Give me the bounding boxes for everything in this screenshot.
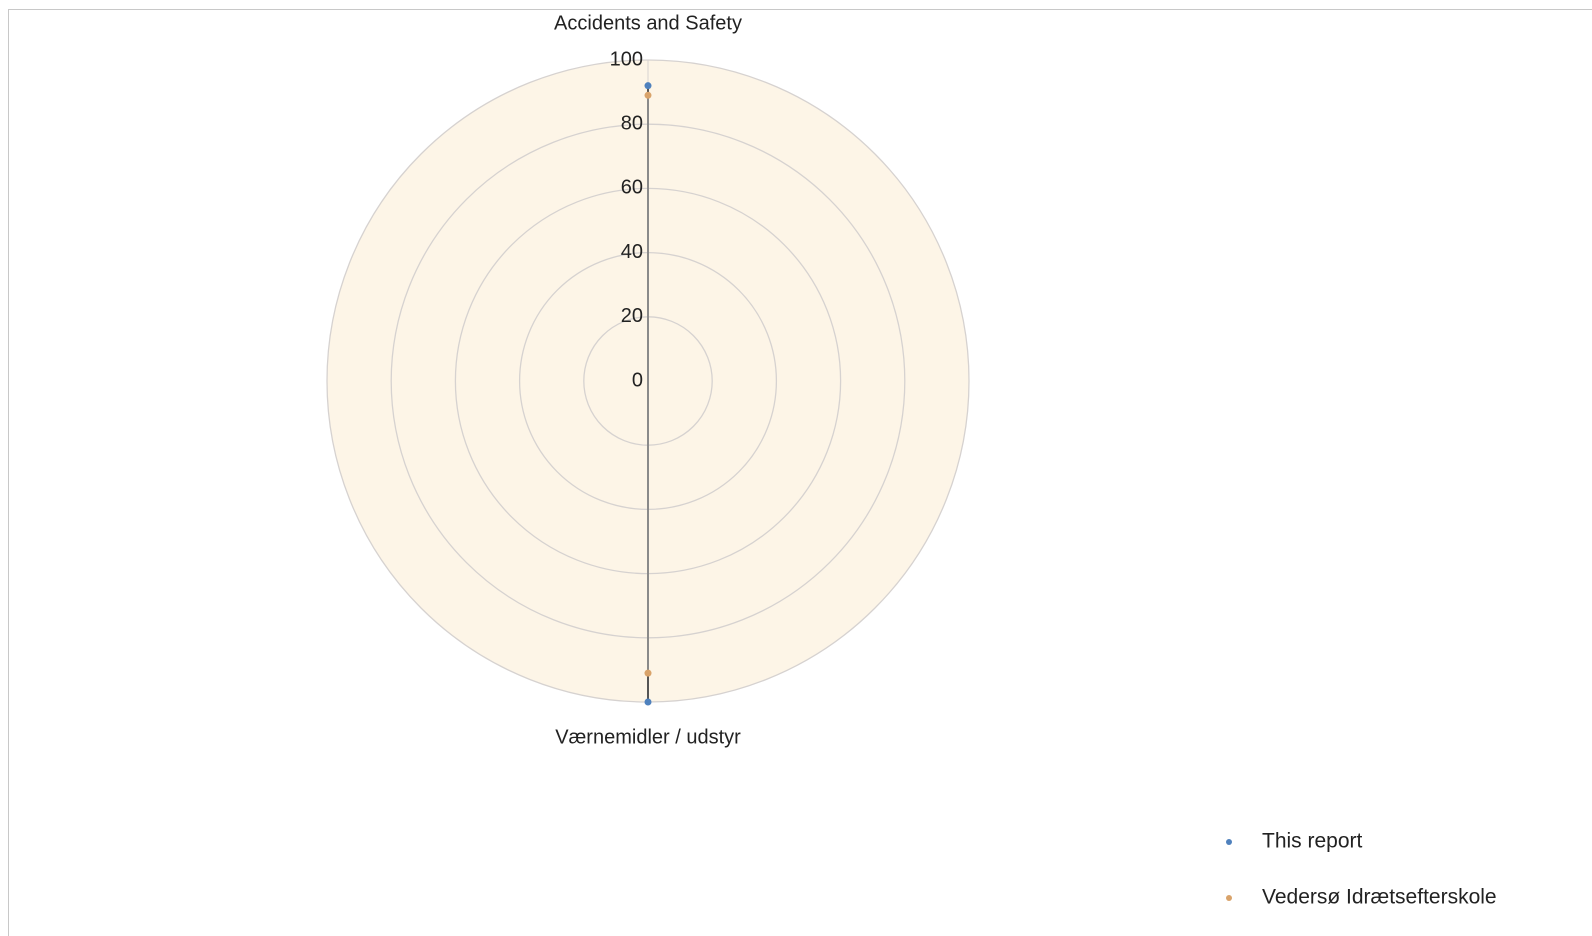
series-marker: [644, 698, 652, 706]
r-tick-label: 0: [632, 369, 643, 391]
r-tick-label: 60: [621, 177, 643, 199]
legend-marker: [1226, 839, 1232, 845]
legend-label: Vedersø Idrætsefterskole: [1262, 886, 1497, 909]
series-marker: [644, 82, 652, 90]
chart-border: [8, 9, 1592, 936]
legend-label: This report: [1262, 830, 1363, 853]
category-label: Accidents and Safety: [554, 12, 742, 34]
category-label: Værnemidler / udstyr: [555, 726, 741, 748]
legend-marker: [1226, 895, 1232, 901]
r-tick-label: 80: [621, 112, 643, 134]
series-marker: [644, 91, 652, 99]
series-marker: [644, 669, 652, 677]
r-tick-label: 20: [621, 305, 643, 327]
r-tick-label: 40: [621, 241, 643, 263]
r-tick-label: 100: [610, 48, 643, 70]
